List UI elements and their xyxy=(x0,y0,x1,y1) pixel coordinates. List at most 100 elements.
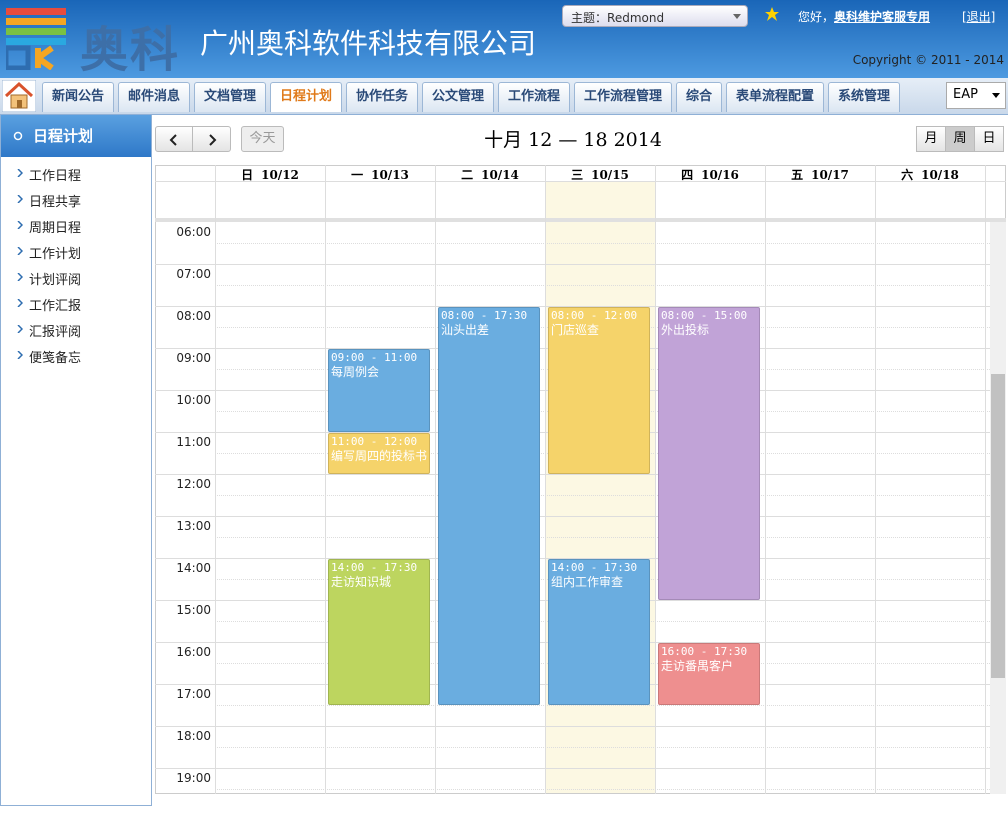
weekday: 四 xyxy=(681,168,694,182)
event-title: 走访知识城 xyxy=(331,575,392,589)
chevron-icon xyxy=(17,325,23,333)
nav-tab[interactable]: 表单流程配置 xyxy=(726,82,824,112)
event-title: 门店巡查 xyxy=(551,323,600,337)
nav-tab[interactable]: 邮件消息 xyxy=(118,82,190,112)
today-column xyxy=(545,182,655,218)
half-hour-line xyxy=(215,537,990,538)
nav-tab[interactable]: 系统管理 xyxy=(828,82,900,112)
event-time: 11:00 - 12:00 xyxy=(331,435,418,448)
header: 奥科 广州奥科软件科技有限公司 主题：Redmond 您好，奥科维护客服专用 [… xyxy=(0,0,1008,78)
time-label: 15:00 xyxy=(176,603,211,617)
company-name: 广州奥科软件科技有限公司 xyxy=(200,27,537,60)
logout-link[interactable]: [退出] xyxy=(962,10,996,24)
theme-select[interactable]: 主题：Redmond xyxy=(562,5,748,27)
time-label: 14:00 xyxy=(176,561,211,575)
event-title: 每周例会 xyxy=(331,365,380,379)
time-label: 07:00 xyxy=(176,267,211,281)
prev-icon xyxy=(169,134,177,146)
sidebar-item[interactable]: 计划评阅 xyxy=(29,273,82,288)
date: 10/17 xyxy=(811,168,849,182)
event[interactable]: 08:00 - 17:30 汕头出差 xyxy=(438,307,540,705)
chevron-icon xyxy=(17,195,23,203)
today-button[interactable]: 今天 xyxy=(241,126,284,152)
time-label: 12:00 xyxy=(176,477,211,491)
day-header: 三 10/15 xyxy=(545,166,655,182)
chevron-icon xyxy=(17,221,23,229)
sidebar-item[interactable]: 便笺备忘 xyxy=(29,351,82,366)
user-name[interactable]: 奥科维护客服专用 xyxy=(834,10,931,24)
weekday: 六 xyxy=(901,168,914,182)
half-hour-line xyxy=(215,705,990,706)
column-line xyxy=(215,165,216,794)
system-select[interactable]: EAP xyxy=(946,82,1006,109)
half-hour-line xyxy=(215,495,990,496)
event[interactable]: 09:00 - 11:00 每周例会 xyxy=(328,349,430,432)
nav-tab[interactable]: 工作流程管理 xyxy=(574,82,672,112)
prev-button[interactable] xyxy=(155,126,193,152)
event-title: 汕头出差 xyxy=(441,323,490,337)
copyright: Copyright © 2011 - 2014 xyxy=(852,53,1004,67)
chevron-icon xyxy=(17,169,23,177)
time-label: 06:00 xyxy=(176,225,211,239)
time-label: 13:00 xyxy=(176,519,211,533)
time-label: 11:00 xyxy=(176,435,211,449)
column-line xyxy=(875,165,876,794)
event[interactable]: 11:00 - 12:00 编写周四的投标书 xyxy=(328,433,430,474)
event[interactable]: 08:00 - 15:00 外出投标 xyxy=(658,307,760,600)
nav-tab[interactable]: 综合 xyxy=(676,82,722,112)
date: 10/15 xyxy=(591,168,629,182)
day-header: 一 10/13 xyxy=(325,166,435,182)
event-time: 14:00 - 17:30 xyxy=(551,561,638,574)
weekday: 三 xyxy=(571,168,584,182)
nav-tab[interactable]: 工作流程 xyxy=(498,82,570,112)
column-line xyxy=(435,165,436,794)
event[interactable]: 08:00 - 12:00 门店巡查 xyxy=(548,307,650,474)
sidebar: 日程计划 工作日程日程共享周期日程工作计划计划评阅工作汇报汇报评阅便笺备忘 xyxy=(0,114,152,806)
view-button[interactable]: 日 xyxy=(974,126,1004,152)
nav-buttons xyxy=(155,126,231,152)
half-hour-line xyxy=(215,789,990,790)
half-hour-line xyxy=(215,285,990,286)
event[interactable]: 14:00 - 17:30 走访知识城 xyxy=(328,559,430,705)
hour-line xyxy=(155,726,990,727)
header-line xyxy=(155,181,1006,182)
nav-tab[interactable]: 文档管理 xyxy=(194,82,266,112)
column-line xyxy=(325,165,326,794)
view-button[interactable]: 周 xyxy=(945,126,975,152)
hour-line xyxy=(155,474,990,475)
next-icon xyxy=(208,134,216,146)
view-button[interactable]: 月 xyxy=(916,126,946,152)
event-time: 08:00 - 17:30 xyxy=(441,309,528,322)
greeting: 您好，奥科维护客服专用 xyxy=(798,8,930,25)
theme-label: 主题： xyxy=(571,11,608,25)
sidebar-item[interactable]: 工作汇报 xyxy=(29,299,82,314)
time-label: 19:00 xyxy=(176,771,211,785)
column-line xyxy=(985,165,986,794)
sidebar-item[interactable]: 汇报评阅 xyxy=(29,325,82,340)
date: 10/18 xyxy=(921,168,959,182)
time-label: 09:00 xyxy=(176,351,211,365)
star-icon xyxy=(765,7,779,21)
event-time: 16:00 - 17:30 xyxy=(661,645,748,658)
nav-tab[interactable]: 协作任务 xyxy=(346,82,418,112)
event[interactable]: 16:00 - 17:30 走访番禺客户 xyxy=(658,643,760,705)
nav-tab[interactable]: 公文管理 xyxy=(422,82,494,112)
sidebar-header: 日程计划 xyxy=(1,115,151,157)
sidebar-item[interactable]: 工作日程 xyxy=(29,169,82,184)
event-time: 09:00 - 11:00 xyxy=(331,351,418,364)
greeting-text: 您好， xyxy=(798,10,835,24)
sidebar-item[interactable]: 日程共享 xyxy=(29,195,82,210)
time-label: 18:00 xyxy=(176,729,211,743)
scroll-thumb[interactable] xyxy=(991,374,1005,678)
event[interactable]: 14:00 - 17:30 组内工作审查 xyxy=(548,559,650,705)
next-button[interactable] xyxy=(192,126,231,152)
scrollbar xyxy=(990,222,1006,794)
hour-line xyxy=(155,264,990,265)
nav-tab[interactable]: 新闻公告 xyxy=(42,82,114,112)
hour-line xyxy=(155,768,990,769)
chevron-icon xyxy=(17,273,23,281)
sidebar-item[interactable]: 工作计划 xyxy=(29,247,82,262)
nav-tab[interactable]: 日程计划 xyxy=(270,82,342,112)
home-icon[interactable] xyxy=(2,80,36,112)
sidebar-item[interactable]: 周期日程 xyxy=(29,221,82,236)
